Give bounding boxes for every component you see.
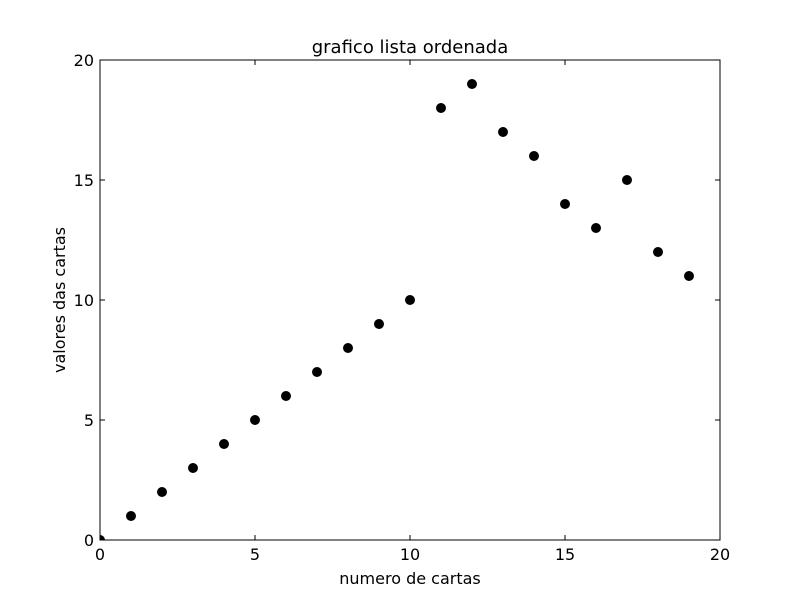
x-tick-label: 10 bbox=[400, 545, 420, 564]
data-point bbox=[436, 103, 446, 113]
data-point bbox=[653, 247, 663, 257]
x-tick-label: 20 bbox=[710, 545, 730, 564]
data-point bbox=[126, 511, 136, 521]
data-point bbox=[684, 271, 694, 281]
data-point bbox=[622, 175, 632, 185]
data-point bbox=[281, 391, 291, 401]
x-tick-label: 15 bbox=[555, 545, 575, 564]
data-point bbox=[405, 295, 415, 305]
x-tick-label: 0 bbox=[95, 545, 105, 564]
data-point bbox=[467, 79, 477, 89]
data-point bbox=[498, 127, 508, 137]
y-tick-label: 15 bbox=[74, 171, 94, 190]
x-axis-label: numero de cartas bbox=[339, 569, 481, 588]
y-tick-label: 5 bbox=[84, 411, 94, 430]
data-point bbox=[529, 151, 539, 161]
data-points bbox=[100, 79, 694, 540]
data-point bbox=[100, 535, 105, 540]
data-point bbox=[188, 463, 198, 473]
y-tick-label: 20 bbox=[74, 51, 94, 70]
data-point bbox=[219, 439, 229, 449]
y-tick-label: 0 bbox=[84, 531, 94, 550]
data-point bbox=[343, 343, 353, 353]
data-point bbox=[250, 415, 260, 425]
x-axis-ticks: 0 5 10 15 20 bbox=[95, 60, 730, 564]
y-axis-label: valores das cartas bbox=[50, 227, 69, 373]
data-point bbox=[560, 199, 570, 209]
chart-title: grafico lista ordenada bbox=[312, 37, 509, 58]
data-point bbox=[591, 223, 601, 233]
data-point bbox=[312, 367, 322, 377]
y-tick-label: 10 bbox=[74, 291, 94, 310]
x-tick-label: 5 bbox=[250, 545, 260, 564]
data-point bbox=[157, 487, 167, 497]
data-point bbox=[374, 319, 384, 329]
y-axis-ticks: 0 5 10 15 20 bbox=[74, 51, 720, 550]
